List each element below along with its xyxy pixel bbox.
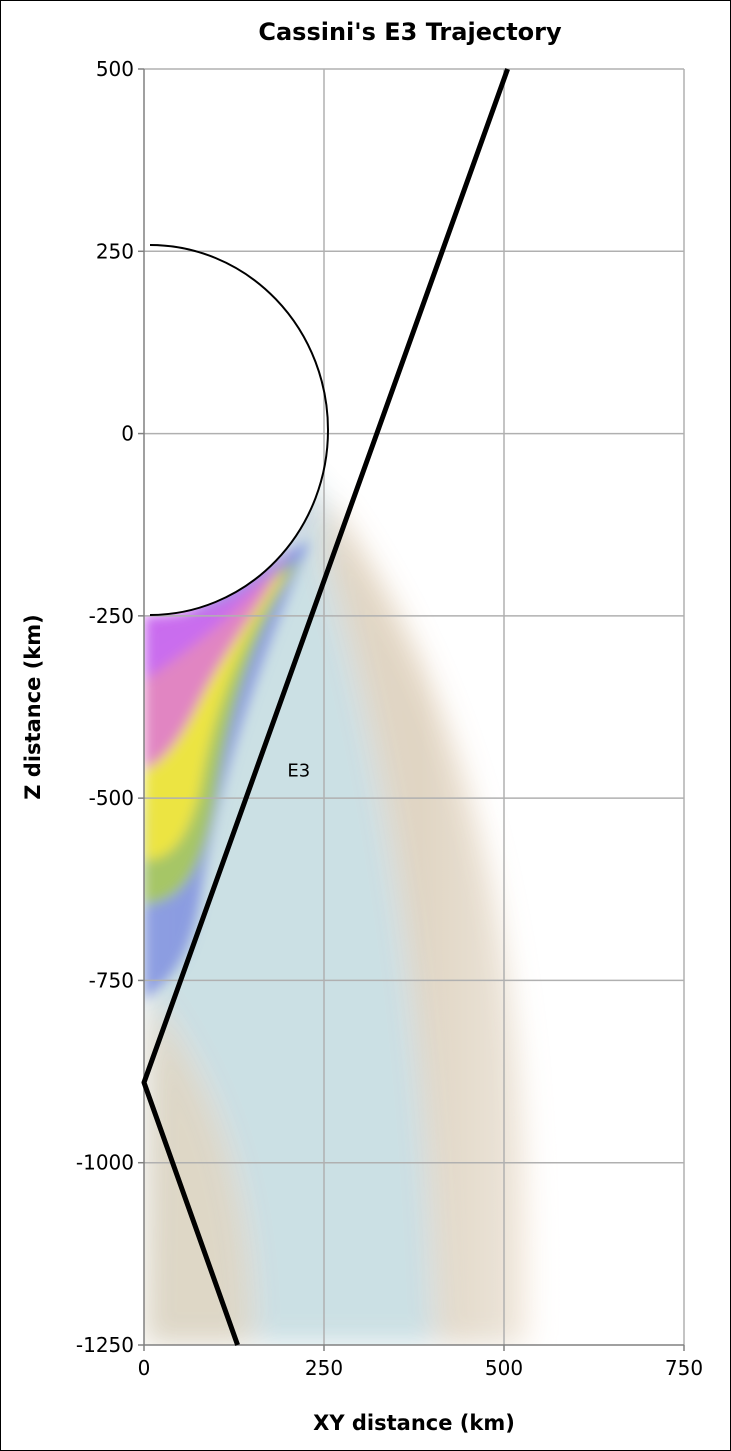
x-axis-label: XY distance (km) [313, 1411, 515, 1435]
x-tick-labels: 0 250 500 750 [138, 1356, 703, 1380]
series-label-e3: E3 [287, 760, 310, 781]
y-tick-label: -1000 [76, 1151, 134, 1175]
chart-title: Cassini's E3 Trajectory [258, 18, 562, 46]
y-tick-label: 0 [121, 422, 134, 446]
y-tick-label: -250 [89, 604, 134, 628]
x-tick-label: 0 [138, 1356, 151, 1380]
axes [138, 68, 685, 1351]
y-tick-label: 250 [96, 239, 134, 263]
series-line-e3 [141, 68, 510, 1346]
x-tick-label: 500 [485, 1356, 523, 1380]
moon-outline [149, 244, 329, 616]
y-tick-label: -750 [89, 968, 134, 992]
x-tick-label: 250 [305, 1356, 343, 1380]
y-tick-label: -500 [89, 786, 134, 810]
y-axis-label: Z distance (km) [21, 614, 45, 799]
trajectory-series [141, 68, 510, 1346]
y-tick-label: 500 [96, 57, 134, 81]
y-tick-label: -1250 [76, 1333, 134, 1357]
x-tick-label: 750 [665, 1356, 703, 1380]
y-tick-labels: 500 250 0 -250 -500 -750 -1000 -1250 [76, 57, 134, 1357]
grid-lines [144, 68, 685, 1345]
plume-density-field [144, 69, 684, 1345]
